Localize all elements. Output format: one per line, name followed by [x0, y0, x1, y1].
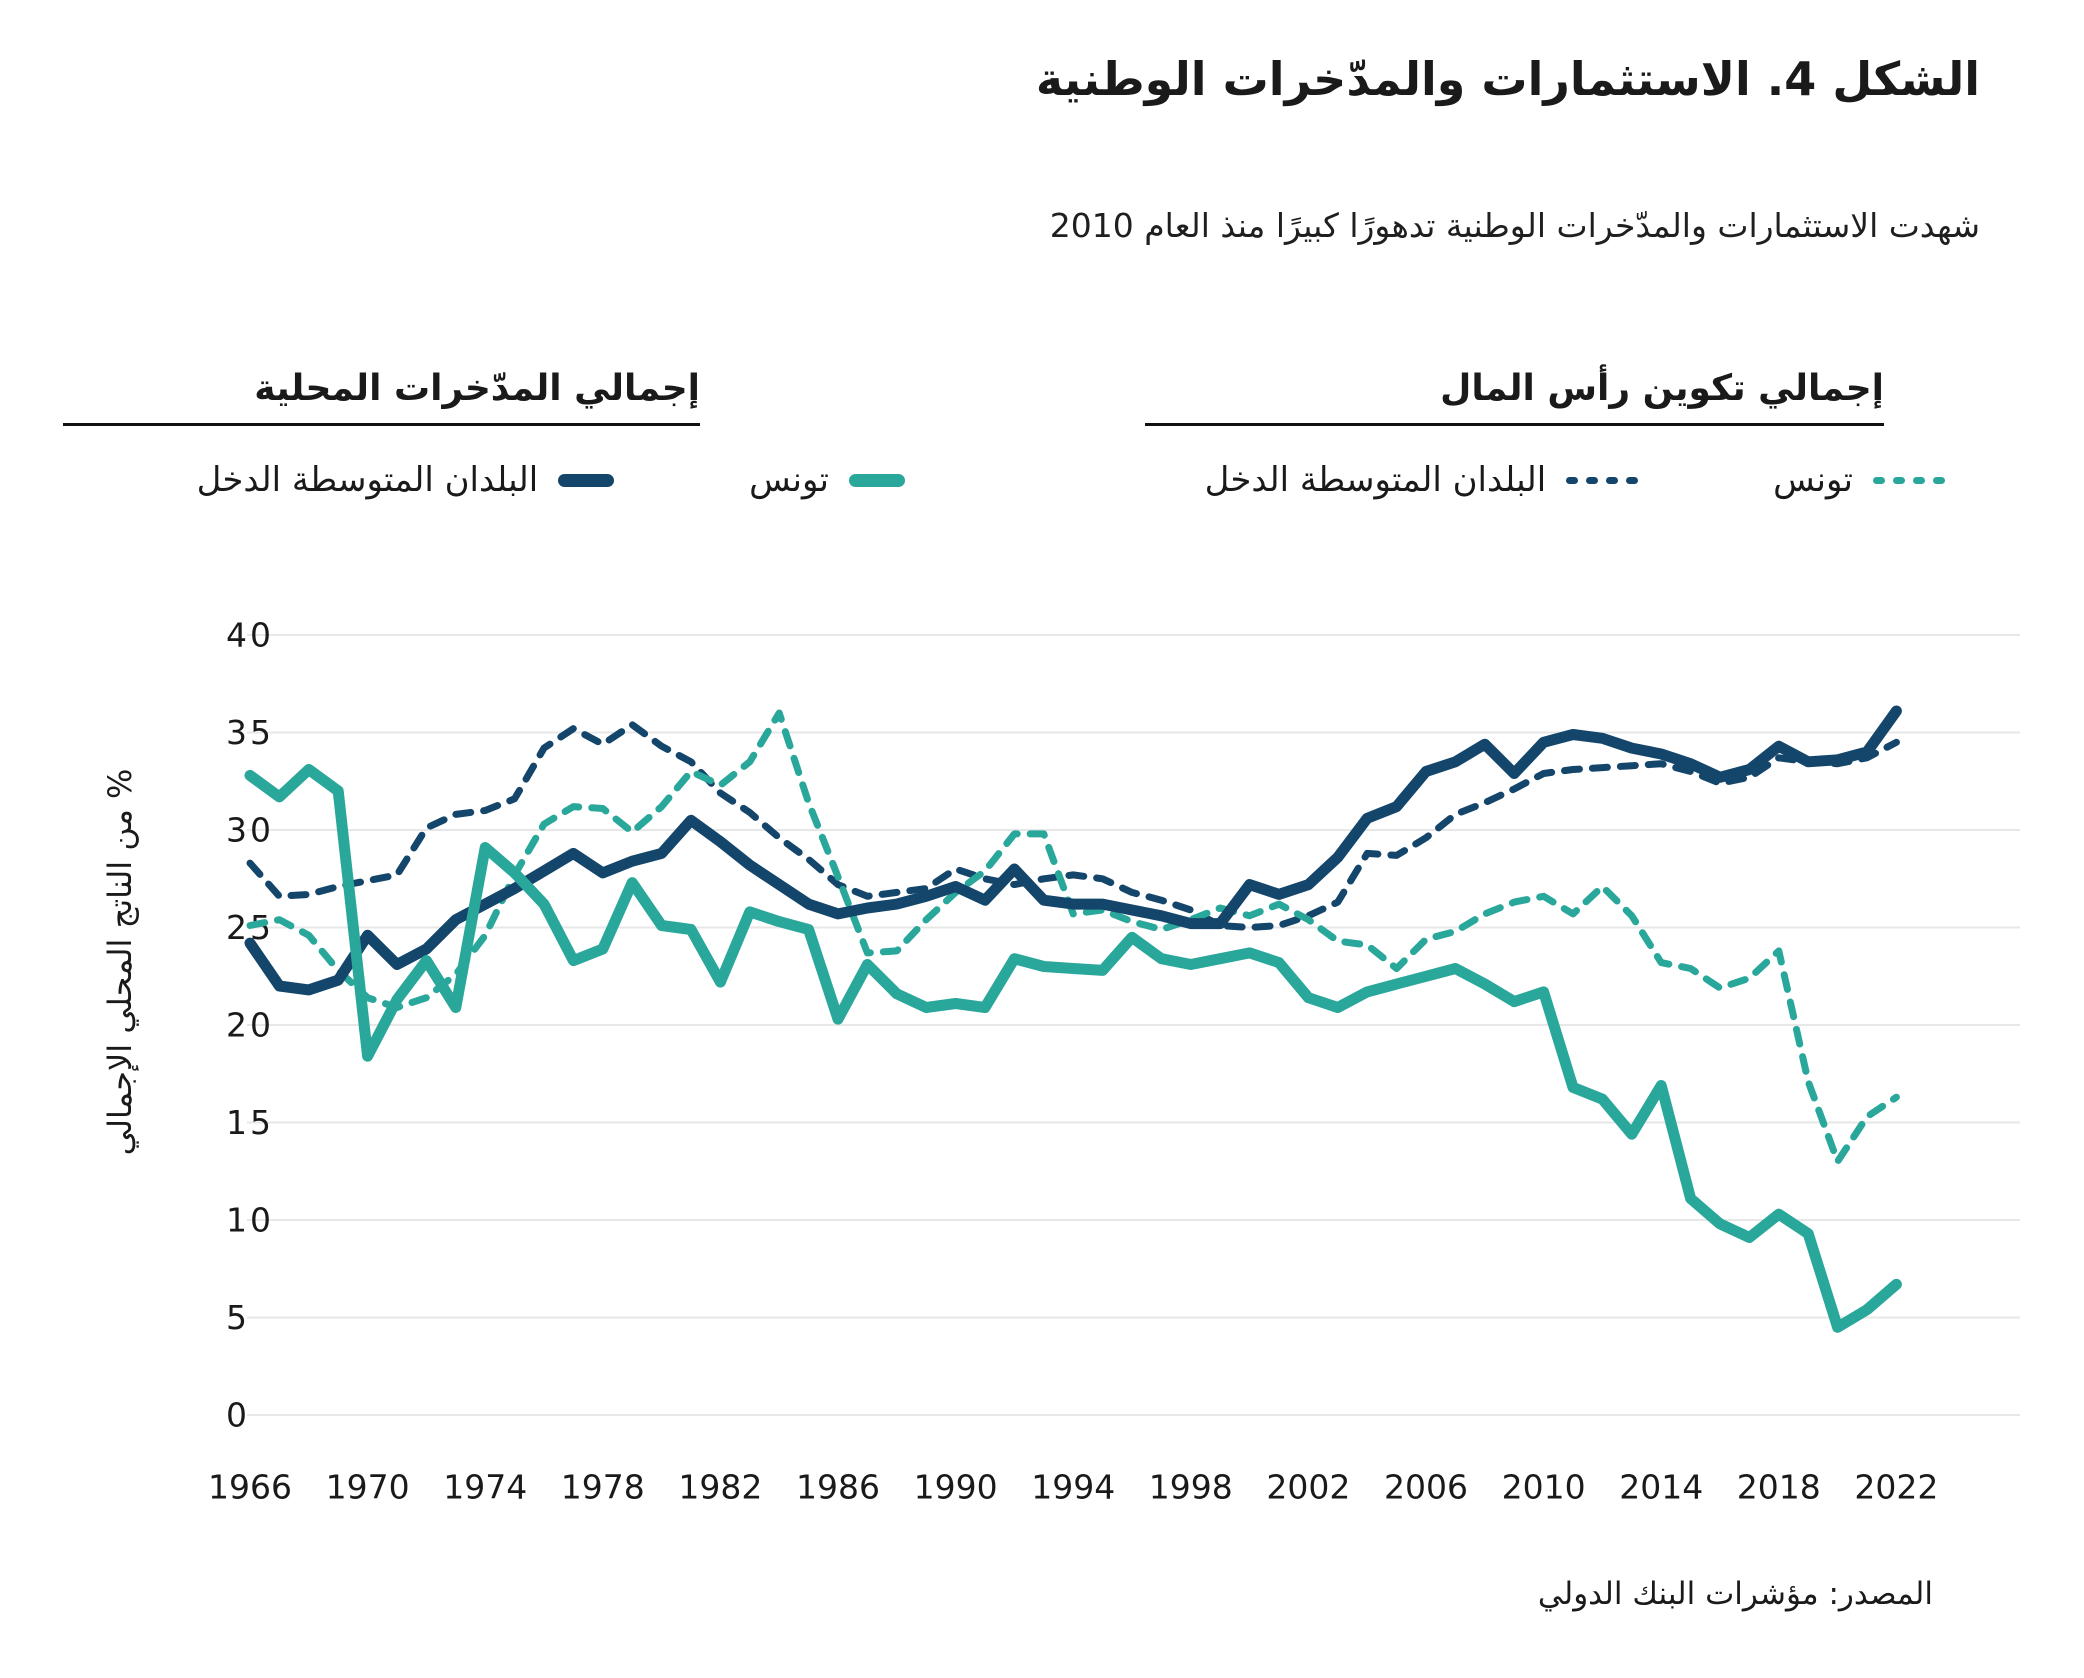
dash-swatch-segment — [1913, 476, 1925, 484]
x-tick-label: 1966 — [208, 1468, 292, 1507]
middle-income-savings-line-swatch — [558, 473, 615, 487]
dash-swatch-segment — [1566, 476, 1579, 484]
y-tick-label: 20 — [226, 1006, 274, 1045]
x-tick-label: 2022 — [1854, 1468, 1938, 1507]
dash-swatch-segment — [1893, 476, 1905, 484]
x-tick-label: 1998 — [1149, 1468, 1233, 1507]
x-tick-label: 2014 — [1619, 1468, 1703, 1507]
series-line-tunisia-capital-formation — [246, 709, 1900, 1165]
dash-swatch-segment — [1586, 476, 1599, 484]
x-tick-label: 2002 — [1266, 1468, 1350, 1507]
x-tick-label: 1982 — [678, 1468, 762, 1507]
y-tick-label: 35 — [226, 713, 274, 752]
legend-header-savings: إجمالي المدّخرات المحلية — [63, 368, 700, 426]
x-tick-label: 2018 — [1737, 1468, 1821, 1507]
y-tick-label: 0 — [226, 1396, 250, 1435]
legend-item-tunisia-capital-formation: تونس — [1773, 460, 1945, 500]
x-tick-label: 2006 — [1384, 1468, 1468, 1507]
x-tick-label: 1986 — [796, 1468, 880, 1507]
legend-item-middle-income-capital-formation: البلدان المتوسطة الدخل — [1205, 460, 1639, 500]
y-tick-label: 15 — [226, 1103, 274, 1142]
x-tick-label: 1994 — [1031, 1468, 1115, 1507]
y-tick-label: 40 — [226, 616, 274, 655]
legend-savings-group: تونس البلدان المتوسطة الدخل — [197, 460, 905, 500]
series-line-middle-income-capital-formation — [246, 721, 1900, 931]
x-tick-label: 1974 — [443, 1468, 527, 1507]
x-tick-label: 1990 — [914, 1468, 998, 1507]
middle-income-capital-formation-line-swatch — [1566, 476, 1639, 484]
x-tick-label: 1978 — [561, 1468, 645, 1507]
legend-label-tunisia: تونس — [749, 460, 829, 500]
x-tick-label: 2010 — [1502, 1468, 1586, 1507]
legend-label-middle-income: البلدان المتوسطة الدخل — [1204, 460, 1547, 500]
source-note: المصدر: مؤشرات البنك الدولي — [1537, 1576, 1933, 1612]
page-subtitle: شهدت الاستثمارات والمدّخرات الوطنية تدهو… — [1049, 206, 1980, 245]
legend-label-tunisia: تونس — [1773, 460, 1853, 500]
y-tick-label: 10 — [226, 1201, 274, 1240]
legend-item-tunisia-savings: تونس — [749, 460, 905, 500]
legend-label-middle-income: البلدان المتوسطة الدخل — [196, 460, 539, 500]
legend-item-middle-income-savings: البلدان المتوسطة الدخل — [197, 460, 615, 500]
legend-header-capital-formation: إجمالي تكوين رأس المال — [1145, 368, 1884, 426]
legend-capital-formation-group: تونس البلدان المتوسطة الدخل — [1205, 460, 1945, 500]
dash-swatch-segment — [1606, 476, 1619, 484]
y-axis-title: % من الناتج المحلي الإجمالي — [101, 769, 139, 1156]
dash-swatch-segment — [1933, 476, 1945, 484]
tunisia-capital-formation-line-swatch — [1873, 476, 1945, 484]
y-tick-label: 30 — [226, 811, 274, 850]
series-line-tunisia-savings — [244, 764, 1902, 1333]
dash-swatch-segment — [1626, 476, 1639, 484]
y-tick-label: 5 — [226, 1298, 250, 1337]
dash-swatch-segment — [1873, 476, 1885, 484]
page-title: الشكل 4. الاستثمارات والمدّخرات الوطنية — [1035, 52, 1980, 106]
x-tick-label: 1970 — [326, 1468, 410, 1507]
tunisia-savings-line-swatch — [849, 473, 905, 487]
